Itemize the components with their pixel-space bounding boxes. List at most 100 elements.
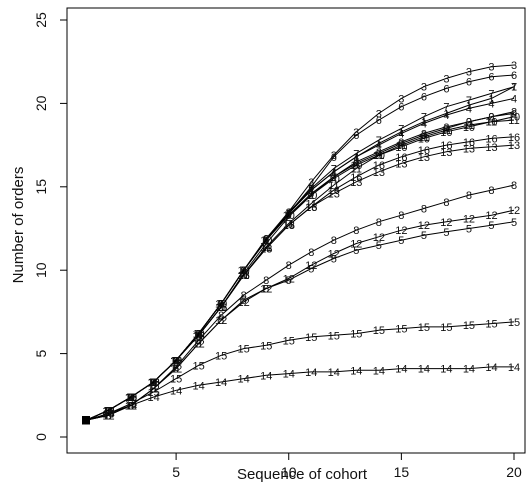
point-label: 6: [421, 92, 427, 104]
point-label: 13: [485, 142, 497, 154]
point-label: 14: [147, 392, 159, 404]
x-tick-label: 15: [394, 464, 410, 480]
point-label: 11: [441, 125, 452, 137]
point-label: 11: [238, 270, 249, 282]
point-label: 1: [308, 185, 314, 197]
point-label: 15: [147, 387, 159, 399]
point-label: 12: [102, 410, 114, 422]
point-label: 12: [373, 232, 385, 244]
point-label: 4: [488, 98, 494, 110]
point-label: 9: [353, 158, 359, 170]
point-label: 12: [395, 225, 407, 237]
point-label: 16: [418, 145, 430, 157]
point-label: 7: [398, 123, 404, 135]
point-label: 2: [196, 330, 202, 342]
point-label: 15: [485, 319, 497, 331]
y-tick-label: 0: [33, 433, 49, 441]
point-label: 13: [395, 158, 407, 170]
point-label: 6: [173, 355, 179, 367]
point-label: 2: [331, 172, 337, 184]
point-label: 14: [395, 364, 407, 376]
point-label: 8: [488, 185, 494, 197]
point-label: 16: [485, 133, 497, 145]
point-label: 14: [215, 377, 227, 389]
point-label: 15: [260, 340, 272, 352]
point-label: 12: [305, 260, 317, 272]
point-label: 1: [488, 93, 494, 105]
point-label: 9: [443, 123, 449, 135]
point-label: 5: [511, 217, 517, 229]
point-label: 8: [353, 225, 359, 237]
point-label: 12: [215, 315, 227, 327]
point-label: 2: [308, 190, 314, 202]
point-label: 14: [283, 369, 295, 381]
point-label: 15: [508, 317, 520, 329]
point-label: 1: [353, 152, 359, 164]
point-label: 5: [376, 240, 382, 252]
point-label: 11: [418, 132, 429, 144]
point-label: 7: [421, 112, 427, 124]
point-label: 8: [196, 335, 202, 347]
point-label: 6: [488, 72, 494, 84]
point-label: 3: [466, 67, 472, 79]
point-label: 7: [353, 148, 359, 160]
point-label: 8: [331, 235, 337, 247]
point-label: 4: [421, 118, 427, 130]
point-label: 14: [350, 365, 362, 377]
point-label: 15: [125, 399, 137, 411]
point-label: 13: [328, 188, 340, 200]
point-label: 1: [398, 127, 404, 139]
point-label: 13: [350, 177, 362, 189]
point-label: 4: [241, 265, 247, 277]
point-label: 9: [331, 172, 337, 184]
point-label: 9: [466, 117, 472, 129]
point-label: 13: [418, 152, 430, 164]
point-label: 13: [440, 147, 452, 159]
point-label: 11: [215, 302, 226, 314]
point-label: 14: [193, 380, 205, 392]
point-label: 9: [218, 299, 224, 311]
point-label: 3: [353, 127, 359, 139]
point-label: 6: [398, 102, 404, 114]
point-label: 12: [463, 213, 475, 225]
point-label: 14: [373, 365, 385, 377]
point-label: 9: [151, 377, 157, 389]
point-label: 3: [421, 82, 427, 94]
point-label: 11: [193, 330, 204, 342]
point-label: 8: [376, 217, 382, 229]
point-label: 16: [125, 392, 137, 404]
point-label: 15: [440, 322, 452, 334]
point-label: 3: [128, 392, 134, 404]
series-line: [85, 209, 515, 421]
point-label: 4: [128, 392, 134, 404]
point-label: 5: [286, 275, 292, 287]
point-label: 4: [105, 405, 111, 417]
point-label: 9: [105, 405, 111, 417]
point-label: 2: [105, 405, 111, 417]
point-label: 11: [125, 392, 136, 404]
point-label: 10: [305, 190, 317, 202]
point-label: 12: [125, 400, 137, 412]
point-label: 5: [263, 284, 269, 296]
point-label: 2: [443, 122, 449, 134]
point-label: 4: [466, 103, 472, 115]
point-label: 1: [241, 265, 247, 277]
point-label: 7: [241, 265, 247, 277]
point-label: 1: [173, 355, 179, 367]
point-label: 14: [238, 374, 250, 386]
point-label: 4: [331, 167, 337, 179]
point-label: 9: [398, 138, 404, 150]
point-label: 2: [128, 392, 134, 404]
point-label: 5: [308, 264, 314, 276]
point-label: 1: [263, 235, 269, 247]
point-label: 11: [351, 163, 362, 175]
point-label: 15: [328, 330, 340, 342]
point-label: 8: [241, 290, 247, 302]
point-label: 5: [173, 364, 179, 376]
point-label: 7: [488, 88, 494, 100]
point-label: 5: [353, 245, 359, 257]
point-label: 11: [328, 180, 339, 192]
point-label: 8: [511, 180, 517, 192]
